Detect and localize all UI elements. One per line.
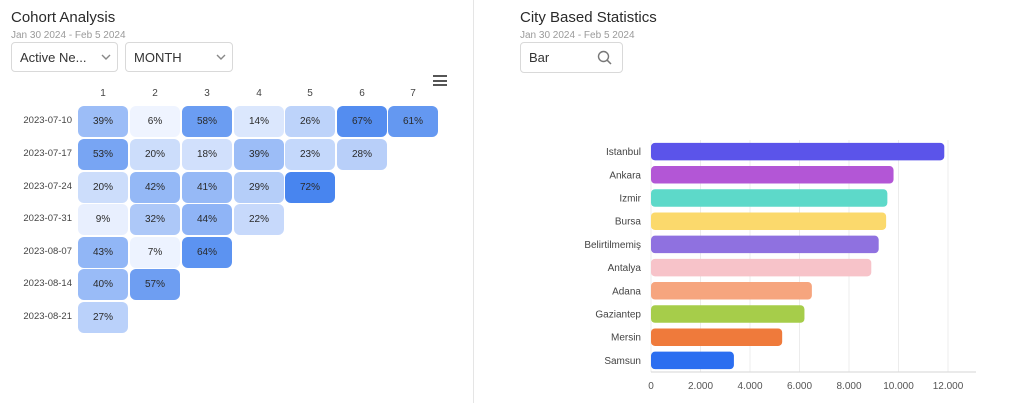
category-label: Izmir (619, 194, 641, 205)
cohort-row-label: 2023-08-21 (23, 311, 72, 322)
metric-select-value: Active Ne... (20, 49, 87, 65)
cohort-cell[interactable]: 23% (285, 139, 335, 170)
cohort-row-label: 2023-08-07 (23, 246, 72, 257)
cohort-panel: Cohort Analysis Jan 30 2024 - Feb 5 2024… (0, 0, 473, 403)
cohort-row-label: 2023-07-31 (23, 213, 72, 224)
category-label: Antalya (608, 263, 642, 274)
chart-type-search-input[interactable] (529, 50, 589, 65)
category-label: Belirtilmemiş (584, 240, 641, 251)
cohort-cell[interactable]: 43% (78, 237, 128, 268)
cohort-cell[interactable]: 27% (78, 302, 128, 333)
city-title: City Based Statistics (520, 9, 657, 26)
cohort-cell[interactable]: 64% (182, 237, 232, 268)
cohort-cell[interactable]: 18% (182, 139, 232, 170)
bar (651, 258, 872, 277)
cohort-cell[interactable]: 42% (130, 172, 180, 203)
bar (651, 305, 805, 323)
cohort-cell[interactable]: 9% (78, 204, 128, 235)
chevron-down-icon (95, 54, 117, 60)
cohort-cell[interactable]: 61% (388, 106, 438, 137)
panel-divider (473, 0, 474, 403)
period-select-value: MONTH (134, 49, 182, 65)
bar (651, 235, 879, 254)
bar (651, 189, 888, 207)
cohort-cell[interactable]: 41% (182, 172, 232, 203)
metric-select[interactable]: Active Ne... (11, 42, 118, 72)
period-select[interactable]: MONTH (125, 42, 233, 72)
bar (651, 351, 734, 370)
cohort-cell[interactable]: 67% (337, 106, 387, 137)
cohort-cell[interactable]: 39% (234, 139, 284, 170)
bar (651, 212, 887, 230)
cohort-cell[interactable]: 22% (234, 204, 284, 235)
category-label: Ankara (609, 170, 641, 181)
cohort-column-header: 7 (410, 88, 416, 99)
menu-icon[interactable] (433, 75, 447, 87)
bar (651, 282, 812, 300)
category-label: Bursa (615, 217, 642, 228)
x-tick-label: 12.000 (933, 381, 964, 392)
cohort-column-header: 6 (359, 88, 365, 99)
category-label: Samsun (604, 356, 641, 367)
city-date-range: Jan 30 2024 - Feb 5 2024 (520, 30, 635, 41)
cohort-row-label: 2023-08-14 (23, 278, 72, 289)
x-tick-label: 4.000 (737, 381, 762, 392)
cohort-cell[interactable]: 44% (182, 204, 232, 235)
cohort-column-header: 1 (100, 88, 106, 99)
cohort-cell[interactable]: 26% (285, 106, 335, 137)
x-tick-label: 2.000 (688, 381, 713, 392)
cohort-cell[interactable]: 53% (78, 139, 128, 170)
category-label: Adana (612, 286, 641, 297)
cohort-cell[interactable]: 20% (130, 139, 180, 170)
category-label: Gaziantep (595, 310, 641, 321)
cohort-cell[interactable]: 32% (130, 204, 180, 235)
bar (651, 166, 894, 184)
cohort-cell[interactable]: 28% (337, 139, 387, 170)
cohort-column-header: 3 (204, 88, 210, 99)
cohort-cell[interactable]: 39% (78, 106, 128, 137)
cohort-date-range: Jan 30 2024 - Feb 5 2024 (11, 30, 126, 41)
cohort-cell[interactable]: 72% (285, 172, 335, 203)
cohort-title: Cohort Analysis (11, 9, 116, 26)
category-label: Mersin (611, 333, 641, 344)
cohort-cell[interactable]: 14% (234, 106, 284, 137)
cohort-column-header: 2 (152, 88, 158, 99)
chevron-down-icon (210, 54, 232, 60)
cohort-cell[interactable]: 7% (130, 237, 180, 268)
cohort-cell[interactable]: 40% (78, 269, 128, 300)
x-tick-label: 6.000 (787, 381, 812, 392)
cohort-cell[interactable]: 58% (182, 106, 232, 137)
bar (651, 328, 783, 346)
cohort-column-header: 5 (307, 88, 313, 99)
bar (651, 142, 945, 161)
cohort-cell[interactable]: 20% (78, 172, 128, 203)
cohort-cell[interactable]: 57% (130, 269, 180, 300)
search-icon (597, 50, 612, 68)
cohort-column-header: 4 (256, 88, 262, 99)
cohort-cell[interactable]: 6% (130, 106, 180, 137)
cohort-row-label: 2023-07-17 (23, 148, 72, 159)
cohort-cell[interactable]: 29% (234, 172, 284, 203)
x-tick-label: 10.000 (883, 381, 914, 392)
x-tick-label: 0 (648, 381, 654, 392)
cohort-row-label: 2023-07-24 (23, 181, 72, 192)
cohort-row-label: 2023-07-10 (23, 115, 72, 126)
category-label: Istanbul (606, 147, 641, 158)
chart-type-search[interactable] (520, 42, 623, 73)
x-tick-label: 8.000 (836, 381, 861, 392)
